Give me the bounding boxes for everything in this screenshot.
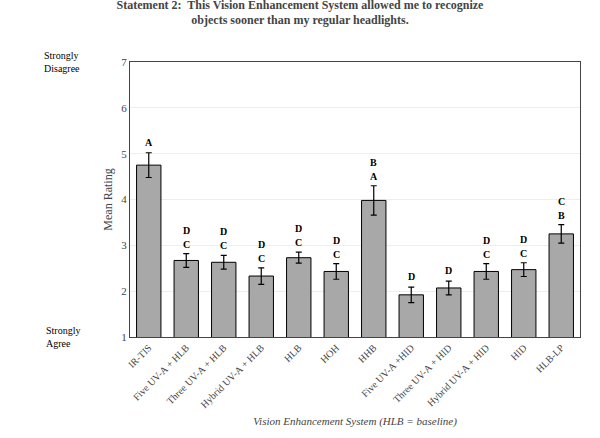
svg-text:3: 3 bbox=[121, 239, 127, 251]
svg-text:C: C bbox=[295, 237, 302, 248]
svg-text:IR-TIS: IR-TIS bbox=[126, 342, 154, 370]
svg-text:D: D bbox=[295, 223, 302, 234]
svg-text:C: C bbox=[220, 240, 227, 251]
svg-text:Statement 2: This Vision Enha: Statement 2: This Vision Enhancement Sys… bbox=[117, 0, 485, 27]
svg-text:HLB: HLB bbox=[282, 342, 304, 364]
svg-text:6: 6 bbox=[121, 102, 127, 114]
svg-text:C: C bbox=[520, 248, 527, 259]
svg-text:A: A bbox=[370, 171, 378, 182]
svg-text:Hybrid UV-A + HLB: Hybrid UV-A + HLB bbox=[198, 342, 266, 410]
svg-text:D: D bbox=[520, 234, 527, 245]
svg-text:D: D bbox=[408, 271, 415, 282]
svg-text:B: B bbox=[370, 157, 377, 168]
svg-text:HHB: HHB bbox=[356, 342, 379, 365]
svg-text:Five UV-A +HID: Five UV-A +HID bbox=[359, 342, 416, 399]
svg-text:C: C bbox=[183, 239, 190, 250]
svg-text:C: C bbox=[258, 253, 265, 264]
svg-text:HOH: HOH bbox=[318, 342, 341, 365]
svg-text:5: 5 bbox=[121, 148, 127, 160]
svg-text:C: C bbox=[558, 196, 565, 207]
svg-text:HLB-LP: HLB-LP bbox=[534, 342, 567, 375]
svg-text:Vision Enhancement System (HLB: Vision Enhancement System (HLB = baselin… bbox=[253, 415, 457, 428]
svg-text:Three UV-A + HLB: Three UV-A + HLB bbox=[164, 342, 229, 407]
svg-text:C: C bbox=[483, 249, 490, 260]
svg-text:D: D bbox=[258, 239, 265, 250]
svg-text:7: 7 bbox=[121, 56, 127, 68]
svg-text:B: B bbox=[558, 210, 565, 221]
svg-text:2: 2 bbox=[121, 285, 127, 297]
svg-text:D: D bbox=[220, 226, 227, 237]
svg-text:A: A bbox=[145, 137, 153, 148]
svg-text:Hybrid UV-A + HID: Hybrid UV-A + HID bbox=[425, 342, 491, 408]
svg-text:StronglyDisagree: StronglyDisagree bbox=[44, 50, 80, 74]
svg-text:Three UV-A + HID: Three UV-A + HID bbox=[391, 342, 454, 405]
svg-text:D: D bbox=[483, 235, 490, 246]
svg-text:1: 1 bbox=[121, 331, 127, 343]
svg-text:C: C bbox=[333, 249, 340, 260]
svg-text:Five UV-A + HLB: Five UV-A + HLB bbox=[131, 342, 192, 403]
svg-text:StronglyAgree: StronglyAgree bbox=[46, 325, 80, 349]
svg-text:Mean Rating: Mean Rating bbox=[101, 168, 115, 230]
svg-text:D: D bbox=[183, 225, 190, 236]
svg-text:4: 4 bbox=[121, 193, 127, 205]
svg-text:HID: HID bbox=[508, 342, 528, 362]
svg-text:D: D bbox=[333, 235, 340, 246]
svg-text:D: D bbox=[445, 265, 452, 276]
